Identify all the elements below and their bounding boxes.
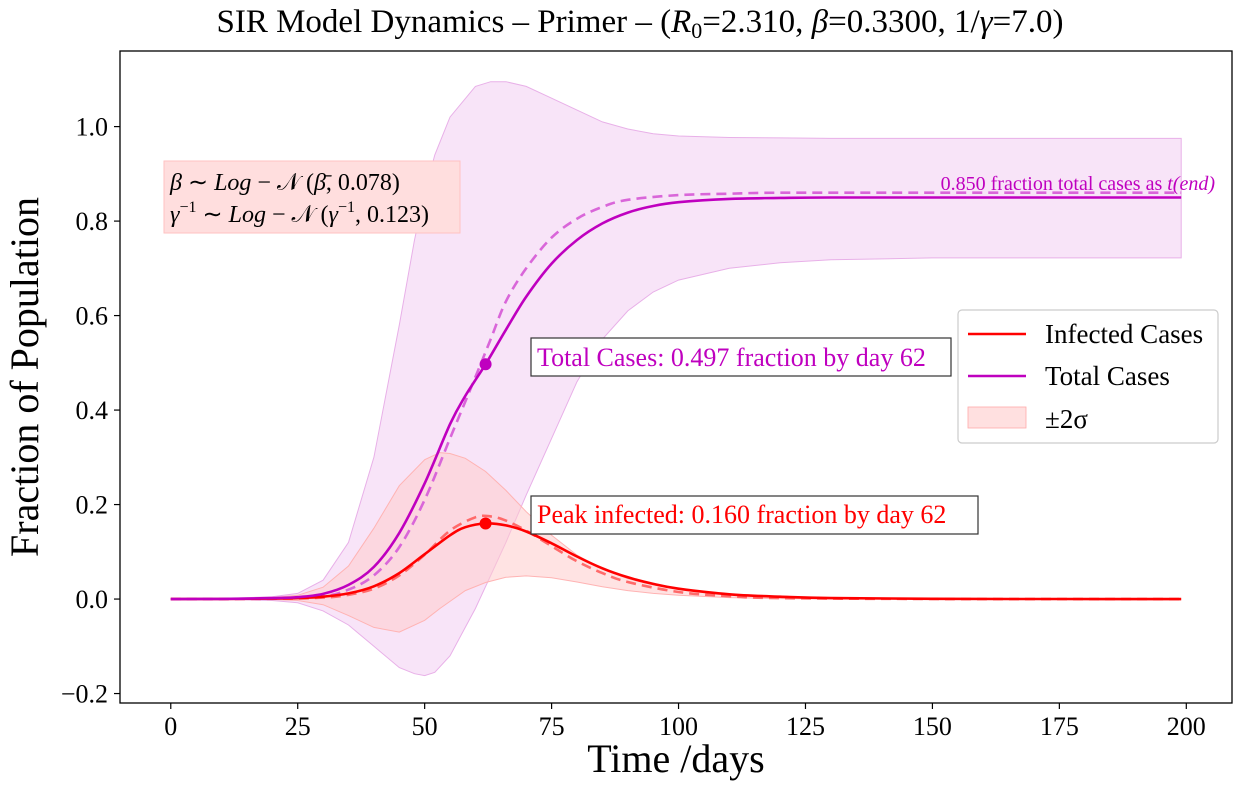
- legend-swatch-band: [967, 406, 1027, 429]
- legend-label-band: ±2σ: [1045, 404, 1088, 434]
- y-tick-label: 1.0: [76, 113, 109, 142]
- beta-distribution-text: β ∼ Log − 𝒩 (β̄, 0.078): [169, 170, 400, 196]
- series-total-dashed-line: [170, 191, 1182, 601]
- end-fraction-annotation: 0.850 fraction total cases as t(end): [941, 173, 1216, 195]
- axes-frame: [119, 50, 1233, 704]
- x-axis-label: Time /days: [587, 736, 764, 781]
- legend: Infected Cases Total Cases ±2σ: [957, 309, 1219, 444]
- y-tick-label: 0.4: [76, 396, 109, 425]
- x-tick-label: 50: [412, 712, 438, 741]
- param-box: [163, 160, 461, 234]
- x-tick-label: 75: [539, 712, 565, 741]
- title-gamma-symbol: γ: [980, 4, 994, 40]
- marker-peak-infected: [479, 517, 492, 530]
- title-beta-symbol: β: [811, 4, 829, 40]
- total-cases-annotation: Total Cases: 0.497 fraction by day 62: [537, 343, 926, 372]
- x-tick-label: 100: [659, 712, 698, 741]
- marker-total-day62: [479, 358, 492, 371]
- total-cases-annotation-box: [530, 337, 952, 377]
- x-axis-ticks: 0 25 50 75 100 125 150 175 200: [164, 703, 1206, 741]
- y-tick-label: 0.0: [76, 585, 109, 614]
- legend-label-total: Total Cases: [1045, 361, 1170, 391]
- chart-title-main: SIR Model Dynamics – Primer – (: [216, 4, 671, 40]
- x-tick-label: 125: [786, 712, 825, 741]
- x-tick-label: 150: [913, 712, 952, 741]
- y-tick-label: 0.2: [76, 491, 109, 520]
- x-tick-label: 0: [164, 712, 177, 741]
- x-tick-label: 200: [1167, 712, 1206, 741]
- y-tick-label: 0.8: [76, 207, 109, 236]
- series-total-line: [170, 196, 1182, 601]
- series-infected-dashed-line: [170, 514, 1182, 601]
- title-gamma-value: =7.0): [993, 4, 1064, 40]
- series-infected-line: [170, 522, 1182, 601]
- gamma-distribution-text: γ−1 ∼ Log − 𝒩 (γ−1, 0.123): [170, 199, 429, 228]
- title-r0-value: =2.310,: [702, 4, 811, 40]
- title-beta-value: =0.3300, 1/: [828, 4, 980, 40]
- legend-label-infected: Infected Cases: [1045, 319, 1203, 349]
- title-r0-subscript: 0: [691, 18, 702, 43]
- y-tick-label: −0.2: [61, 680, 108, 709]
- peak-infected-annotation: Peak infected: 0.160 fraction by day 62: [537, 500, 946, 529]
- x-tick-label: 175: [1040, 712, 1079, 741]
- peak-infected-annotation-box: [530, 495, 979, 535]
- y-axis-label: Fraction of Population: [2, 197, 47, 557]
- y-axis-ticks: −0.2 0.0 0.2 0.4 0.6 0.8 1.0: [61, 113, 120, 709]
- y-tick-label: 0.6: [76, 302, 109, 331]
- chart-title: SIR Model Dynamics – Primer – (R0=2.310,…: [216, 4, 1063, 43]
- x-tick-label: 25: [285, 712, 311, 741]
- title-r0-symbol: R: [670, 4, 691, 40]
